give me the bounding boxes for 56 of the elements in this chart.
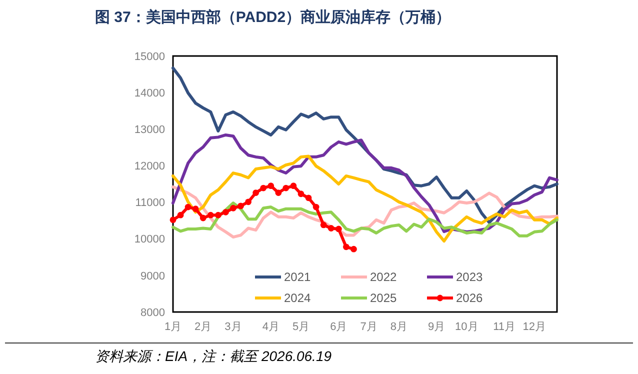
legend-label: 2021 (284, 270, 312, 284)
point (252, 190, 260, 196)
y-tick-label: 15000 (134, 50, 165, 63)
legend-label: 2025 (370, 291, 398, 306)
legend-label: 2023 (456, 270, 484, 284)
legend-label: 2022 (370, 270, 398, 284)
point (184, 204, 192, 210)
x-tick-label: 6月 (330, 321, 348, 333)
point (214, 212, 222, 218)
point (335, 226, 342, 232)
point (305, 194, 312, 202)
text: 资料来源：EIA，注：截至 2026.06.19 (95, 348, 332, 364)
point (230, 204, 236, 212)
x-tick-label: 10月 (455, 321, 478, 333)
point (192, 206, 199, 212)
y-tick-label: 12000 (134, 160, 165, 173)
point (328, 225, 334, 232)
point (207, 212, 214, 218)
point (298, 190, 304, 198)
x-tick-label: 11月 (493, 321, 516, 333)
x-tick-label: 3月 (224, 321, 242, 333)
x-tick-label: 5月 (292, 321, 310, 333)
point (170, 216, 176, 224)
x-tick-label: 4月 (262, 321, 280, 333)
legend-label: 2024 (284, 291, 312, 306)
y-tick-label: 8000 (140, 306, 165, 319)
x-tick-label: 12月 (522, 321, 546, 333)
line-series (172, 154, 558, 243)
x-tick-label: 2月 (194, 321, 212, 333)
point (275, 190, 282, 196)
y-tick-label: 10000 (134, 234, 165, 246)
point (350, 246, 357, 252)
x-tick-label: 8月 (390, 321, 408, 333)
point (238, 202, 244, 210)
point (282, 184, 290, 192)
point (268, 182, 274, 190)
chart-title: 图 37：美国中西部（PADD2）商业原油库存（万桶） (95, 8, 451, 26)
y-tick-label: 13000 (134, 124, 165, 136)
point (320, 222, 327, 228)
x-tick-label: 1月 (164, 321, 182, 333)
x-tick-label: 7月 (360, 321, 378, 333)
point (342, 244, 350, 250)
legend-label: 2026 (456, 291, 484, 306)
point (177, 212, 184, 218)
y-tick-label: 11000 (135, 197, 165, 210)
line-series (172, 185, 558, 239)
point (260, 184, 267, 192)
point (312, 204, 320, 210)
y-tick-label: 14000 (134, 87, 165, 100)
y-tick-label: 9000 (140, 270, 165, 282)
point (200, 214, 206, 222)
point (245, 198, 252, 206)
point (222, 208, 229, 216)
x-tick-label: 9月 (428, 321, 446, 333)
line-series (172, 202, 558, 238)
point (290, 182, 297, 190)
